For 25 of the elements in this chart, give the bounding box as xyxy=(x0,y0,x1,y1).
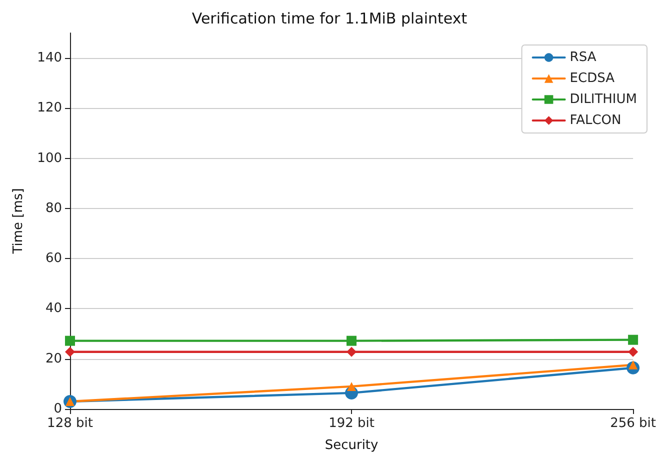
legend-label: FALCON xyxy=(570,113,622,128)
y-tick-label: 80 xyxy=(45,200,62,216)
legend-label: RSA xyxy=(570,50,596,65)
chart-title: Verification time for 1.1MiB plaintext xyxy=(192,10,468,28)
legend-label: ECDSA xyxy=(570,71,615,86)
legend-label: DILITHIUM xyxy=(570,92,637,107)
x-tick-label: 128 bit xyxy=(47,416,93,431)
point xyxy=(65,346,75,357)
y-axis-title: Time [ms] xyxy=(11,188,26,255)
point xyxy=(347,382,356,391)
y-tick-label: 60 xyxy=(45,251,62,266)
y-tick-label: 140 xyxy=(37,50,62,66)
x-tick-label: 256 bit xyxy=(610,416,656,431)
point xyxy=(346,336,357,346)
y-tick-label: 100 xyxy=(37,150,62,166)
y-tick-label: 0 xyxy=(54,402,62,416)
x-tick-label: 192 bit xyxy=(328,416,374,431)
y-tick-label: 120 xyxy=(37,100,62,116)
point xyxy=(628,346,638,357)
y-tick-label: 40 xyxy=(45,301,62,316)
point xyxy=(65,336,75,346)
point xyxy=(346,346,357,357)
y-tick-label: 20 xyxy=(45,351,62,366)
x-axis-title: Security xyxy=(324,438,379,453)
point xyxy=(628,334,638,345)
